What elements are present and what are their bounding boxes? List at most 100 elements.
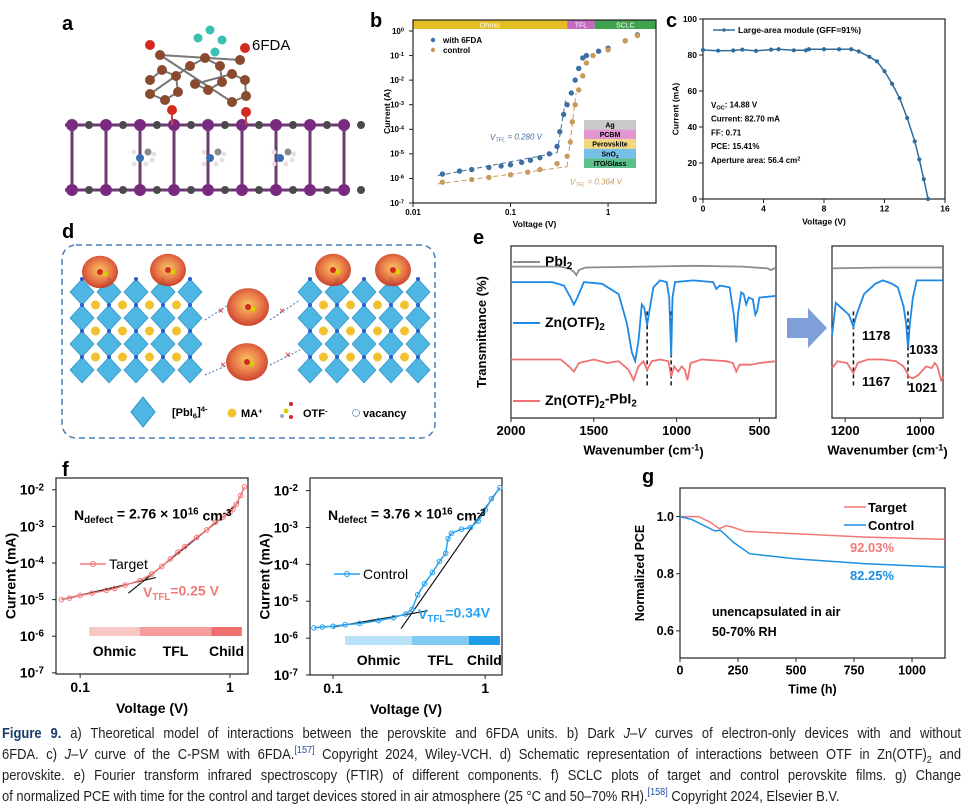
x-tick-label: 16	[940, 204, 950, 214]
data-point	[537, 166, 543, 173]
ma-hydrogen	[131, 161, 137, 167]
data-point	[103, 587, 110, 594]
plot-frame	[679, 487, 946, 659]
ma-cation	[118, 300, 127, 310]
legend-otf-icon	[289, 402, 293, 406]
iodide-atom	[134, 184, 146, 196]
otf-oxygen	[97, 269, 103, 275]
legend-otf-icon	[289, 415, 293, 419]
iodide-vertex	[80, 303, 84, 307]
peak-label: 1178	[862, 328, 890, 343]
right-lattice-octahedron	[351, 278, 377, 306]
plot-frame	[412, 19, 657, 204]
device-parameter: Aperture area: 56.4 cm2	[711, 156, 800, 165]
series-line	[679, 515, 946, 569]
x-tick-label: 2000	[497, 423, 526, 438]
otf-oxygen	[330, 267, 336, 273]
iodide-vertex	[389, 303, 393, 307]
ma-cation	[319, 352, 328, 362]
data-point	[89, 590, 95, 596]
data-point	[136, 577, 143, 584]
legend-label: Control	[868, 518, 914, 533]
right-lattice-octahedron	[405, 304, 431, 332]
data-point	[58, 596, 65, 603]
iodide-atom	[304, 119, 316, 131]
figure-caption: Figure 9. a) Theoretical model of intera…	[2, 724, 961, 808]
data-point	[167, 556, 174, 562]
reference-link[interactable]: [158]	[647, 787, 668, 799]
data-point	[569, 119, 576, 125]
caption-line: 6FDA. c) J–V curve of the C-PSM with 6FD…	[2, 745, 961, 766]
data-point	[889, 81, 895, 86]
device-layer-label: Perovskite	[592, 142, 628, 149]
lead-atom	[153, 186, 161, 194]
iodide-vertex	[161, 329, 165, 333]
legend-ma: MA+	[241, 407, 263, 420]
ma-cation	[118, 352, 127, 362]
y-axis-label: Current (mA)	[670, 83, 680, 136]
device-layer	[584, 120, 636, 130]
right-lattice-octahedron	[297, 304, 323, 332]
chart-e-inset: 1200 1000 Wavenumber (cm-1) 1178 1033 1167 102…	[827, 245, 948, 459]
legend-marker	[430, 47, 436, 53]
legend-vacancy: vacancy	[363, 408, 407, 420]
ma-hydrogen	[291, 151, 297, 157]
data-point	[467, 524, 474, 531]
iodide-vertex	[188, 277, 192, 281]
fit-line	[437, 166, 568, 185]
interaction-arrow	[269, 349, 301, 366]
region-band-ohmic	[413, 20, 568, 29]
data-point	[390, 614, 397, 621]
data-point	[925, 196, 931, 202]
panel-label-a: a	[62, 13, 74, 35]
x-tick-label: 4	[761, 204, 766, 214]
series-0	[311, 484, 503, 631]
ma-hydrogen	[289, 157, 295, 163]
panel-d-schematic: × × × × [PbI6]4- MA+ OTF-vacancy	[61, 244, 436, 439]
otf-oxygen	[390, 267, 396, 273]
legend-label: control	[443, 46, 470, 55]
ma-cation	[373, 352, 382, 362]
iodide-vertex	[107, 329, 111, 333]
ma-carbon	[284, 148, 292, 156]
data-point	[821, 47, 827, 52]
series-1	[831, 279, 943, 348]
region-band-tfl	[411, 636, 469, 645]
oxygen-atom	[145, 40, 155, 50]
data-point	[342, 621, 348, 628]
otf-sulfur	[250, 306, 256, 312]
region-band-ohmic	[89, 627, 140, 636]
iodide-atom	[134, 119, 146, 131]
region-band-tfl	[567, 20, 595, 29]
oxygen-atom	[167, 105, 177, 115]
left-lattice-octahedron	[69, 304, 95, 332]
data-point	[527, 157, 534, 163]
iodide-atom	[270, 184, 282, 196]
region-band-ohmic	[345, 636, 412, 645]
data-point	[567, 139, 574, 145]
left-lattice-octahedron	[96, 356, 122, 384]
panel-label-f: f	[62, 459, 69, 481]
data-point	[227, 509, 233, 516]
legend-label: Large-area module (GFF=91%)	[738, 25, 861, 35]
data-point	[921, 177, 926, 182]
carbon-atom	[215, 61, 225, 71]
iodide-vertex	[335, 329, 339, 333]
series-2	[831, 358, 944, 383]
series-0	[511, 264, 777, 277]
y-axis-label: Current (mA)	[256, 533, 272, 619]
interaction-arrow	[204, 364, 229, 376]
reference-link[interactable]: [157]	[294, 745, 315, 757]
carbon-atom	[217, 77, 227, 87]
region-label: TFL	[428, 652, 454, 668]
ma-hydrogen	[131, 149, 137, 155]
right-lattice-octahedron	[405, 356, 431, 384]
ma-cation	[172, 326, 181, 336]
oxygen-atom	[240, 43, 250, 53]
legend-label: Target	[109, 556, 148, 572]
y-axis-label: Current (A)	[382, 89, 392, 134]
data-point	[175, 549, 181, 555]
fluorine-atom	[210, 47, 220, 57]
caption-text: perovskite. e) Fourier transform infrare…	[2, 768, 962, 784]
data-point	[488, 496, 495, 502]
